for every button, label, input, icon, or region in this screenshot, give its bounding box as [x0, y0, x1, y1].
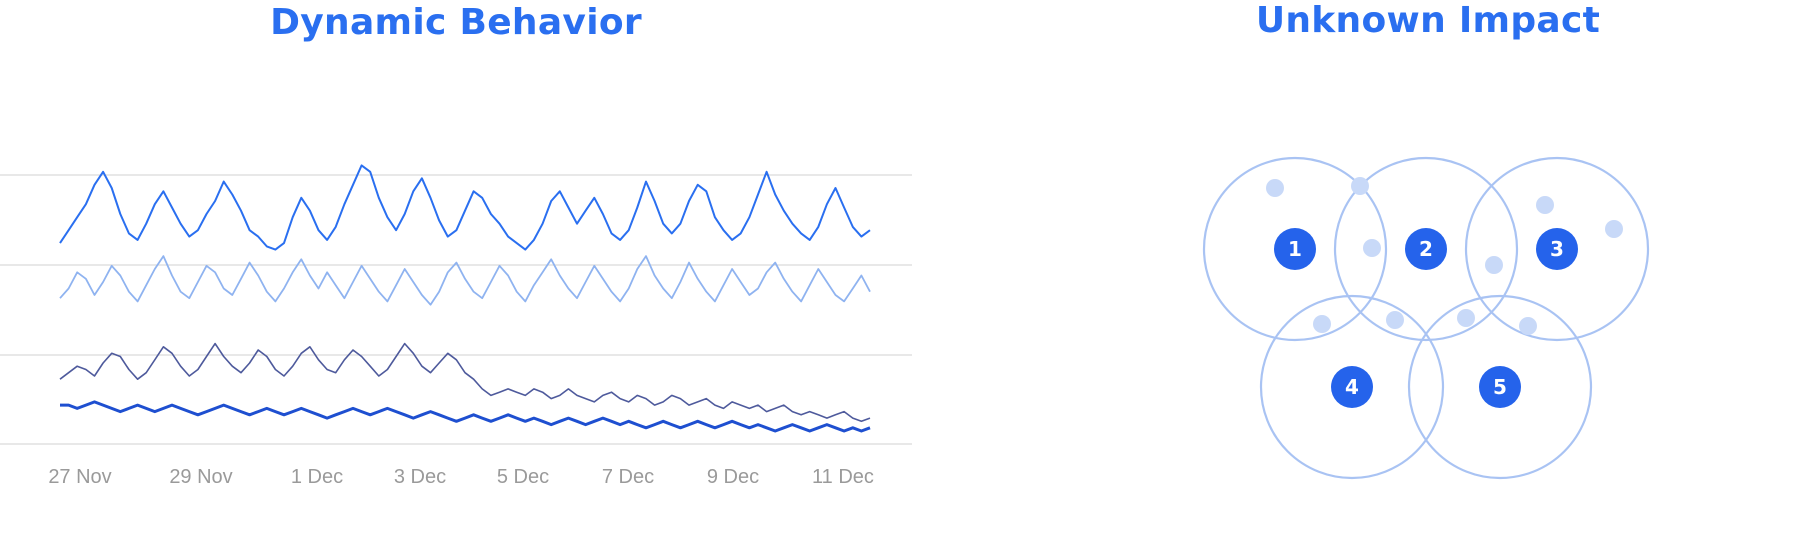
data-dot	[1313, 315, 1331, 333]
x-tick-label: 1 Dec	[291, 466, 343, 488]
node-badge	[1331, 366, 1373, 408]
series-line	[59, 255, 871, 306]
node-badge	[1274, 228, 1316, 270]
x-tick-label: 27 Nov	[48, 466, 111, 488]
data-dot	[1266, 179, 1284, 197]
line-chart: 27 Nov 29 Nov 1 Dec 3 Dec 5 Dec 7 Dec 9 Dec 11 …	[0, 164, 912, 488]
x-tick-label: 11 Dec	[812, 466, 874, 488]
node-label: 2	[1419, 237, 1433, 261]
node-label: 5	[1493, 375, 1507, 399]
impact-circle	[1407, 294, 1593, 480]
node-label: 1	[1288, 237, 1302, 261]
data-dot	[1605, 220, 1623, 238]
x-tick-label: 29 Nov	[169, 466, 232, 488]
data-dot	[1485, 256, 1503, 274]
diagram-title: Unknown Impact	[1255, 0, 1601, 41]
x-tick-label: 5 Dec	[497, 466, 549, 488]
data-dot	[1536, 196, 1554, 214]
impact-circle	[1259, 294, 1445, 480]
data-dot	[1457, 309, 1475, 327]
x-tick-label: 9 Dec	[707, 466, 759, 488]
node-badge	[1405, 228, 1447, 270]
series-line	[59, 164, 871, 251]
node-label: 4	[1345, 375, 1359, 399]
impact-circle	[1333, 156, 1519, 342]
series-line	[60, 400, 871, 433]
node-badge	[1536, 228, 1578, 270]
node-label: 3	[1550, 237, 1564, 261]
x-tick-label: 3 Dec	[394, 466, 446, 488]
data-dot	[1519, 317, 1537, 335]
impact-circle	[1464, 156, 1650, 342]
x-tick-label: 7 Dec	[602, 466, 654, 488]
series-line	[59, 342, 871, 423]
node-badge	[1479, 366, 1521, 408]
data-dot	[1351, 177, 1369, 195]
impact-circle	[1202, 156, 1388, 342]
data-dot	[1363, 239, 1381, 257]
chart-title: Dynamic Behavior	[270, 2, 642, 43]
data-dot	[1386, 311, 1404, 329]
